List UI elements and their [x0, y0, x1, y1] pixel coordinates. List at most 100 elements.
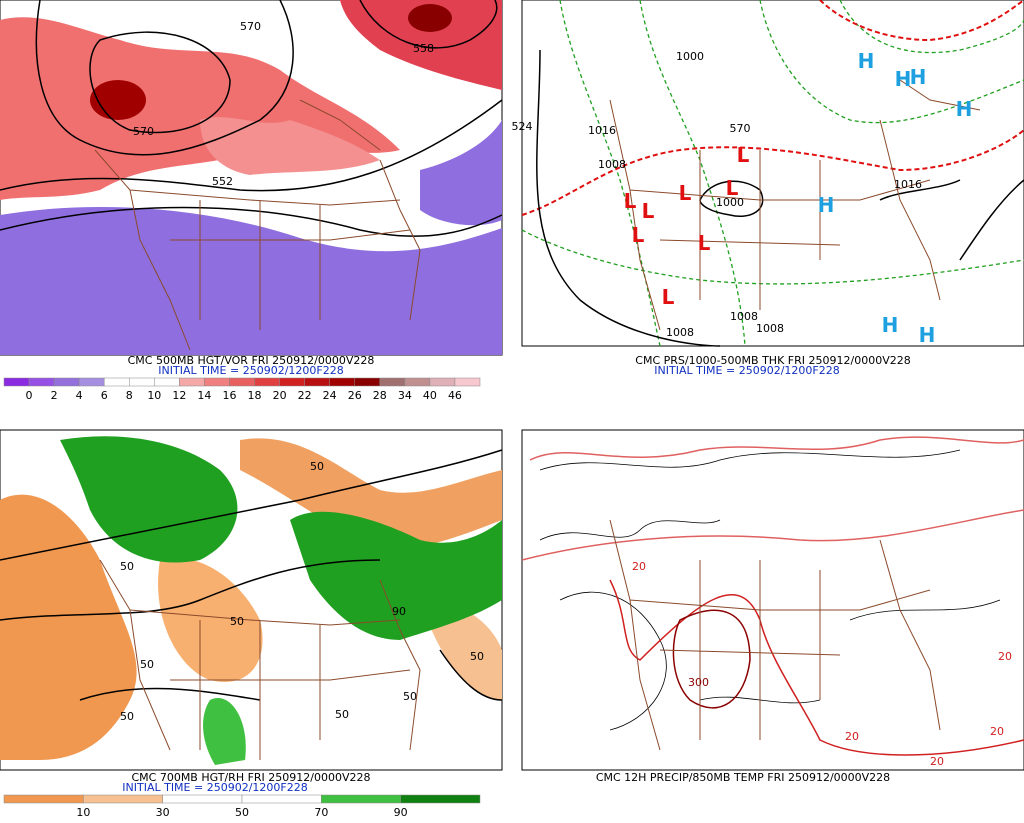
colorbar: 10 30 50 70 90	[4, 795, 480, 819]
colorbar-swatch	[154, 378, 179, 386]
rh-label: 50	[230, 615, 244, 628]
colorbar-label: 2	[51, 389, 58, 402]
isobar-label: 1016	[894, 178, 922, 191]
rh-label: 50	[140, 658, 154, 671]
colorbar-label: 30	[156, 806, 170, 819]
panel-title: CMC 12H PRECIP/850MB TEMP FRI 250912/000…	[596, 771, 890, 784]
contour-label: 570	[240, 20, 261, 33]
panel-precip: 20 20 20 20 300 20 CMC 12H PRECIP/850MB …	[522, 430, 1024, 784]
colorbar-label: 12	[172, 389, 186, 402]
colorbar-swatch	[179, 378, 204, 386]
low-center: L	[679, 181, 692, 205]
colorbar-swatch	[280, 378, 305, 386]
panel-500mb: 570 558 570 552 CMC 500MB HGT/VOR FRI 25…	[0, 0, 502, 402]
isobar-label: 1016	[588, 124, 616, 137]
isobar-label: 1000	[716, 196, 744, 209]
initial-time: INITIAL TIME = 250902/1200F228	[654, 364, 839, 377]
initial-time: INITIAL TIME = 250902/1200F228	[158, 364, 343, 377]
contour-label: 552	[212, 175, 233, 188]
temp-label: 20	[990, 725, 1004, 738]
colorbar-swatch	[79, 378, 104, 386]
colorbar-label: 46	[448, 389, 462, 402]
isobar-label: 570	[730, 122, 751, 135]
colorbar-label: 10	[76, 806, 90, 819]
colorbar-label: 6	[101, 389, 108, 402]
vorticity-max	[408, 4, 452, 32]
colorbar-label: 50	[235, 806, 249, 819]
colorbar-label: 18	[248, 389, 262, 402]
colorbar-swatch	[54, 378, 79, 386]
colorbar-label: 24	[323, 389, 337, 402]
colorbar-label: 90	[394, 806, 408, 819]
panel-700mb: 50 50 50 50 50 50 90 50 50 CMC 700MB HGT…	[0, 430, 502, 819]
colorbar-swatch	[4, 795, 83, 803]
high-center: H	[919, 323, 936, 347]
colorbar-swatch	[29, 378, 54, 386]
colorbar-label: 26	[348, 389, 362, 402]
high-center: H	[910, 65, 927, 89]
vorticity-max	[90, 80, 146, 120]
temp-label: 300	[688, 676, 709, 689]
colorbar-swatch	[455, 378, 480, 386]
colorbar-label: 0	[26, 389, 33, 402]
colorbar-swatch	[4, 378, 29, 386]
map-frame	[522, 430, 1024, 770]
rh-label: 50	[310, 460, 324, 473]
colorbar-label: 20	[273, 389, 287, 402]
colorbar-swatch	[330, 378, 355, 386]
colorbar-label: 34	[398, 389, 412, 402]
low-center: L	[632, 223, 645, 247]
colorbar-swatch	[321, 795, 400, 803]
temp-label: 20	[998, 650, 1012, 663]
isobar-label: 1008	[756, 322, 784, 335]
isobar-label: 524	[512, 120, 533, 133]
low-center: L	[624, 189, 637, 213]
colorbar-swatch	[355, 378, 380, 386]
colorbar-swatch	[242, 795, 321, 803]
isobar-label: 1008	[598, 158, 626, 171]
colorbar-swatch	[163, 795, 242, 803]
rh-label: 50	[120, 560, 134, 573]
colorbar-swatch	[204, 378, 229, 386]
temp-label: 20	[632, 560, 646, 573]
colorbar-label: 14	[197, 389, 211, 402]
temp-label: 20	[930, 755, 944, 768]
rh-label: 50	[470, 650, 484, 663]
colorbar-swatch	[405, 378, 430, 386]
rh-label: 90	[392, 605, 406, 618]
temp-label: 20	[845, 730, 859, 743]
colorbar-label: 8	[126, 389, 133, 402]
colorbar-swatch	[380, 378, 405, 386]
high-center: H	[956, 97, 973, 121]
isobar-label: 1000	[676, 50, 704, 63]
colorbar-label: 70	[314, 806, 328, 819]
rh-label: 50	[120, 710, 134, 723]
rh-label: 50	[335, 708, 349, 721]
colorbar-label: 16	[222, 389, 236, 402]
colorbar-label: 4	[76, 389, 83, 402]
colorbar-swatch	[305, 378, 330, 386]
low-center: L	[642, 199, 655, 223]
rh-label: 50	[403, 690, 417, 703]
low-center: L	[662, 285, 675, 309]
colorbar-swatch	[430, 378, 455, 386]
contour-label: 570	[133, 125, 154, 138]
colorbar-label: 40	[423, 389, 437, 402]
colorbar-swatch	[129, 378, 154, 386]
high-center: H	[882, 313, 899, 337]
high-center: H	[858, 49, 875, 73]
initial-time: INITIAL TIME = 250902/1200F228	[122, 781, 307, 794]
colorbar-swatch	[104, 378, 129, 386]
colorbar-label: 10	[147, 389, 161, 402]
isobar-label: 1008	[730, 310, 758, 323]
colorbar-swatch	[255, 378, 280, 386]
low-center: L	[737, 143, 750, 167]
contour-label: 558	[413, 42, 434, 55]
colorbar-swatch	[401, 795, 480, 803]
colorbar-label: 28	[373, 389, 387, 402]
colorbar-swatch	[229, 378, 254, 386]
colorbar-label: 22	[298, 389, 312, 402]
